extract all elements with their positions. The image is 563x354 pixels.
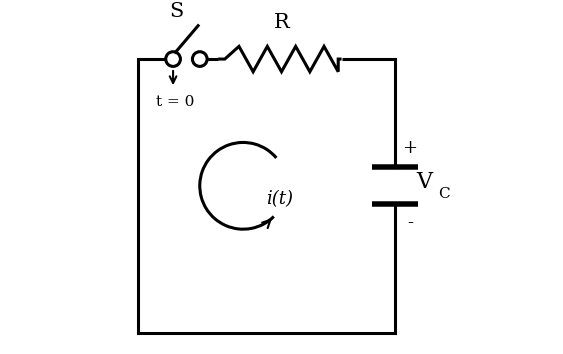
Text: R: R: [274, 13, 289, 32]
Text: -: -: [407, 214, 413, 232]
Text: V: V: [417, 171, 433, 194]
Text: S: S: [169, 2, 184, 21]
Text: +: +: [403, 139, 417, 158]
Text: i(t): i(t): [266, 190, 293, 208]
Text: t = 0: t = 0: [155, 95, 194, 109]
Text: C: C: [438, 187, 450, 201]
